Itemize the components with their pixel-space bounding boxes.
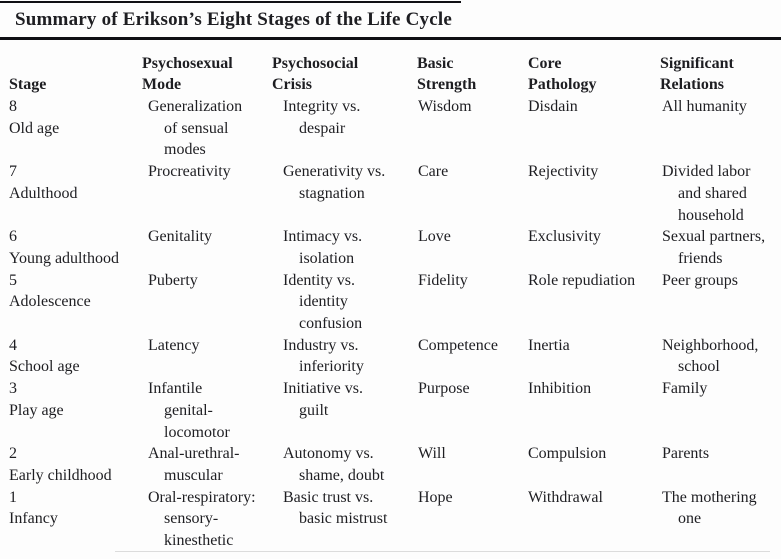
cell-basic-strength: Will xyxy=(418,445,446,463)
cell-basic-strength: Competence xyxy=(418,336,498,354)
cell-core-pathology: Compulsion xyxy=(528,445,607,463)
cell-significant-relations: Sexual partners, friends xyxy=(662,228,766,267)
cell-psychosexual-mode: Oral-respiratory: sensory- kinesthetic xyxy=(148,488,256,550)
column-header-psychosexual-mode: Psychosexual Mode xyxy=(142,54,233,94)
table-body: 8 Old age Generalization of sensual mode… xyxy=(9,96,781,552)
cell-stage: 8 Old age xyxy=(9,98,60,137)
cell-psychosocial-crisis: Autonomy vs. shame, doubt xyxy=(283,445,385,484)
cell-psychosocial-crisis: Integrity vs. despair xyxy=(283,98,361,137)
cell-psychosocial-crisis: Initiative vs. guilt xyxy=(283,380,363,419)
cell-psychosocial-crisis: Identity vs. identity confusion xyxy=(283,271,363,333)
cell-stage: 3 Play age xyxy=(9,380,64,419)
cell-significant-relations: Peer groups xyxy=(662,271,738,289)
cell-core-pathology: Exclusivity xyxy=(528,228,601,246)
table-row: 6 Young adulthood Genitality Intimacy vs… xyxy=(9,226,781,269)
cell-significant-relations: Divided labor and shared household xyxy=(662,163,751,224)
column-header-core-pathology: Core Pathology xyxy=(528,54,597,94)
cell-stage: 7 Adulthood xyxy=(9,163,78,202)
cell-psychosexual-mode: Procreativity xyxy=(148,163,231,181)
cell-significant-relations: Family xyxy=(662,380,708,398)
column-header-stage: Stage xyxy=(9,76,47,94)
table-row: 5 Adolescence Puberty Identity vs. ident… xyxy=(9,270,781,335)
page-title: Summary of Erikson’s Eight Stages of the… xyxy=(15,9,452,30)
column-header-basic-strength: Basic Strength xyxy=(417,54,477,94)
cell-core-pathology: Inertia xyxy=(528,336,570,354)
table-row: 7 Adulthood Procreativity Generativity v… xyxy=(9,161,781,226)
cell-stage: 5 Adolescence xyxy=(9,271,91,311)
cell-basic-strength: Care xyxy=(418,163,449,181)
cell-psychosexual-mode: Infantile genital- locomotor xyxy=(148,380,230,441)
cell-psychosocial-crisis: Basic trust vs. basic mistrust xyxy=(283,488,388,528)
cell-psychosocial-crisis: Generativity vs. stagnation xyxy=(283,163,386,202)
cell-stage: 4 School age xyxy=(9,336,80,376)
table-header-row: Stage Psychosexual Mode Psychosocial Cri… xyxy=(9,52,781,96)
cell-core-pathology: Disdain xyxy=(528,98,578,115)
cell-significant-relations: The mothering one xyxy=(662,488,757,528)
cell-significant-relations: Neighborhood, school xyxy=(662,336,759,376)
cell-core-pathology: Rejectivity xyxy=(528,163,599,181)
table-row: 3 Play age Infantile genital- locomotor … xyxy=(9,378,781,443)
column-header-significant-relations: Significant Relations xyxy=(660,54,734,94)
cell-significant-relations: All humanity xyxy=(662,98,747,115)
cell-basic-strength: Hope xyxy=(418,488,453,506)
cell-psychosexual-mode: Genitality xyxy=(148,228,212,246)
column-header-psychosocial-crisis: Psychosocial Crisis xyxy=(272,54,359,94)
cell-basic-strength: Purpose xyxy=(418,380,470,398)
cell-psychosexual-mode: Generalization of sensual modes xyxy=(148,98,243,159)
cell-core-pathology: Inhibition xyxy=(528,380,592,398)
cell-core-pathology: Withdrawal xyxy=(528,488,603,506)
cell-core-pathology: Role repudiation xyxy=(528,271,636,289)
cell-basic-strength: Fidelity xyxy=(418,271,468,289)
cell-significant-relations: Parents xyxy=(662,445,710,463)
cell-psychosocial-crisis: Intimacy vs. isolation xyxy=(283,228,363,267)
bottom-rule xyxy=(115,551,770,552)
table-row: 1 Infancy Oral-respiratory: sensory- kin… xyxy=(9,487,781,552)
cell-psychosocial-crisis: Industry vs. inferiority xyxy=(283,336,364,376)
cell-psychosexual-mode: Latency xyxy=(148,336,200,354)
cell-psychosexual-mode: Puberty xyxy=(148,271,198,289)
top-rule xyxy=(0,1,461,3)
cell-basic-strength: Love xyxy=(418,228,451,246)
table-row: 8 Old age Generalization of sensual mode… xyxy=(9,96,781,161)
cell-stage: 2 Early childhood xyxy=(9,445,112,484)
table-row: 2 Early childhood Anal-urethral- muscula… xyxy=(9,443,781,486)
cell-psychosexual-mode: Anal-urethral- muscular xyxy=(148,445,240,484)
cell-stage: 6 Young adulthood xyxy=(9,228,119,267)
table-row: 4 School age Latency Industry vs. inferi… xyxy=(9,335,781,378)
cell-basic-strength: Wisdom xyxy=(418,98,472,115)
title-rule xyxy=(0,37,781,40)
stages-table: Stage Psychosexual Mode Psychosocial Cri… xyxy=(9,52,781,552)
cell-stage: 1 Infancy xyxy=(9,488,58,528)
